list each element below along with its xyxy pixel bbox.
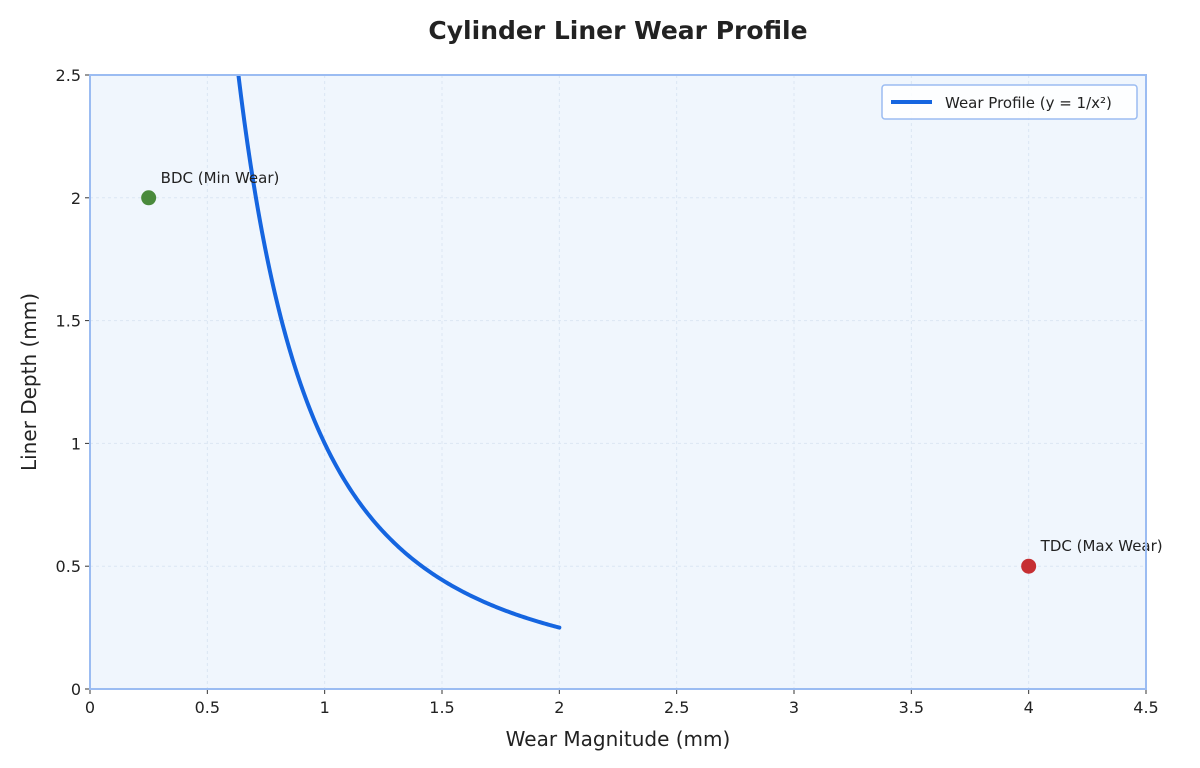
x-tick-label: 4 (1024, 698, 1034, 717)
y-tick-label: 1.5 (56, 312, 81, 331)
tdc-point (1021, 558, 1037, 574)
x-tick-label: 0 (85, 698, 95, 717)
chart-title: Cylinder Liner Wear Profile (428, 16, 807, 45)
x-tick-label: 3 (789, 698, 799, 717)
y-tick-label: 0 (71, 680, 81, 699)
y-tick-label: 0.5 (56, 557, 81, 576)
x-tick-label: 2.5 (664, 698, 689, 717)
y-axis-label: Liner Depth (mm) (17, 293, 41, 471)
legend: Wear Profile (y = 1/x²) (881, 84, 1138, 120)
x-tick-label: 4.5 (1133, 698, 1158, 717)
series-line (236, 75, 562, 630)
x-tick-label: 1 (320, 698, 330, 717)
plot-area (90, 75, 1146, 689)
bdc-label: BDC (Min Wear) (161, 169, 280, 187)
y-tick-label: 2.5 (56, 66, 81, 85)
x-tick-label: 1.5 (429, 698, 454, 717)
x-tick-label: 0.5 (195, 698, 220, 717)
x-tick-label: 2 (554, 698, 564, 717)
tdc-label: TDC (Max Wear) (1040, 537, 1163, 555)
legend-label: Wear Profile (y = 1/x²) (945, 94, 1112, 112)
y-tick-label: 1 (71, 434, 81, 453)
legend-box (881, 84, 1138, 120)
axis-ticks: 0 0.5 1 1.5 2 2.5 3 3.5 4 4.5 0 0.5 1 1.5 2 2.5 (56, 66, 1159, 717)
annotations: BDC (Min Wear) TDC (Max Wear) (141, 169, 1163, 574)
plot-frame (89, 74, 1147, 690)
series-layer (236, 75, 562, 630)
x-tick-label: 3.5 (899, 698, 924, 717)
bdc-point (141, 190, 157, 206)
y-tick-label: 2 (71, 189, 81, 208)
x-axis-label: Wear Magnitude (mm) (506, 727, 731, 751)
